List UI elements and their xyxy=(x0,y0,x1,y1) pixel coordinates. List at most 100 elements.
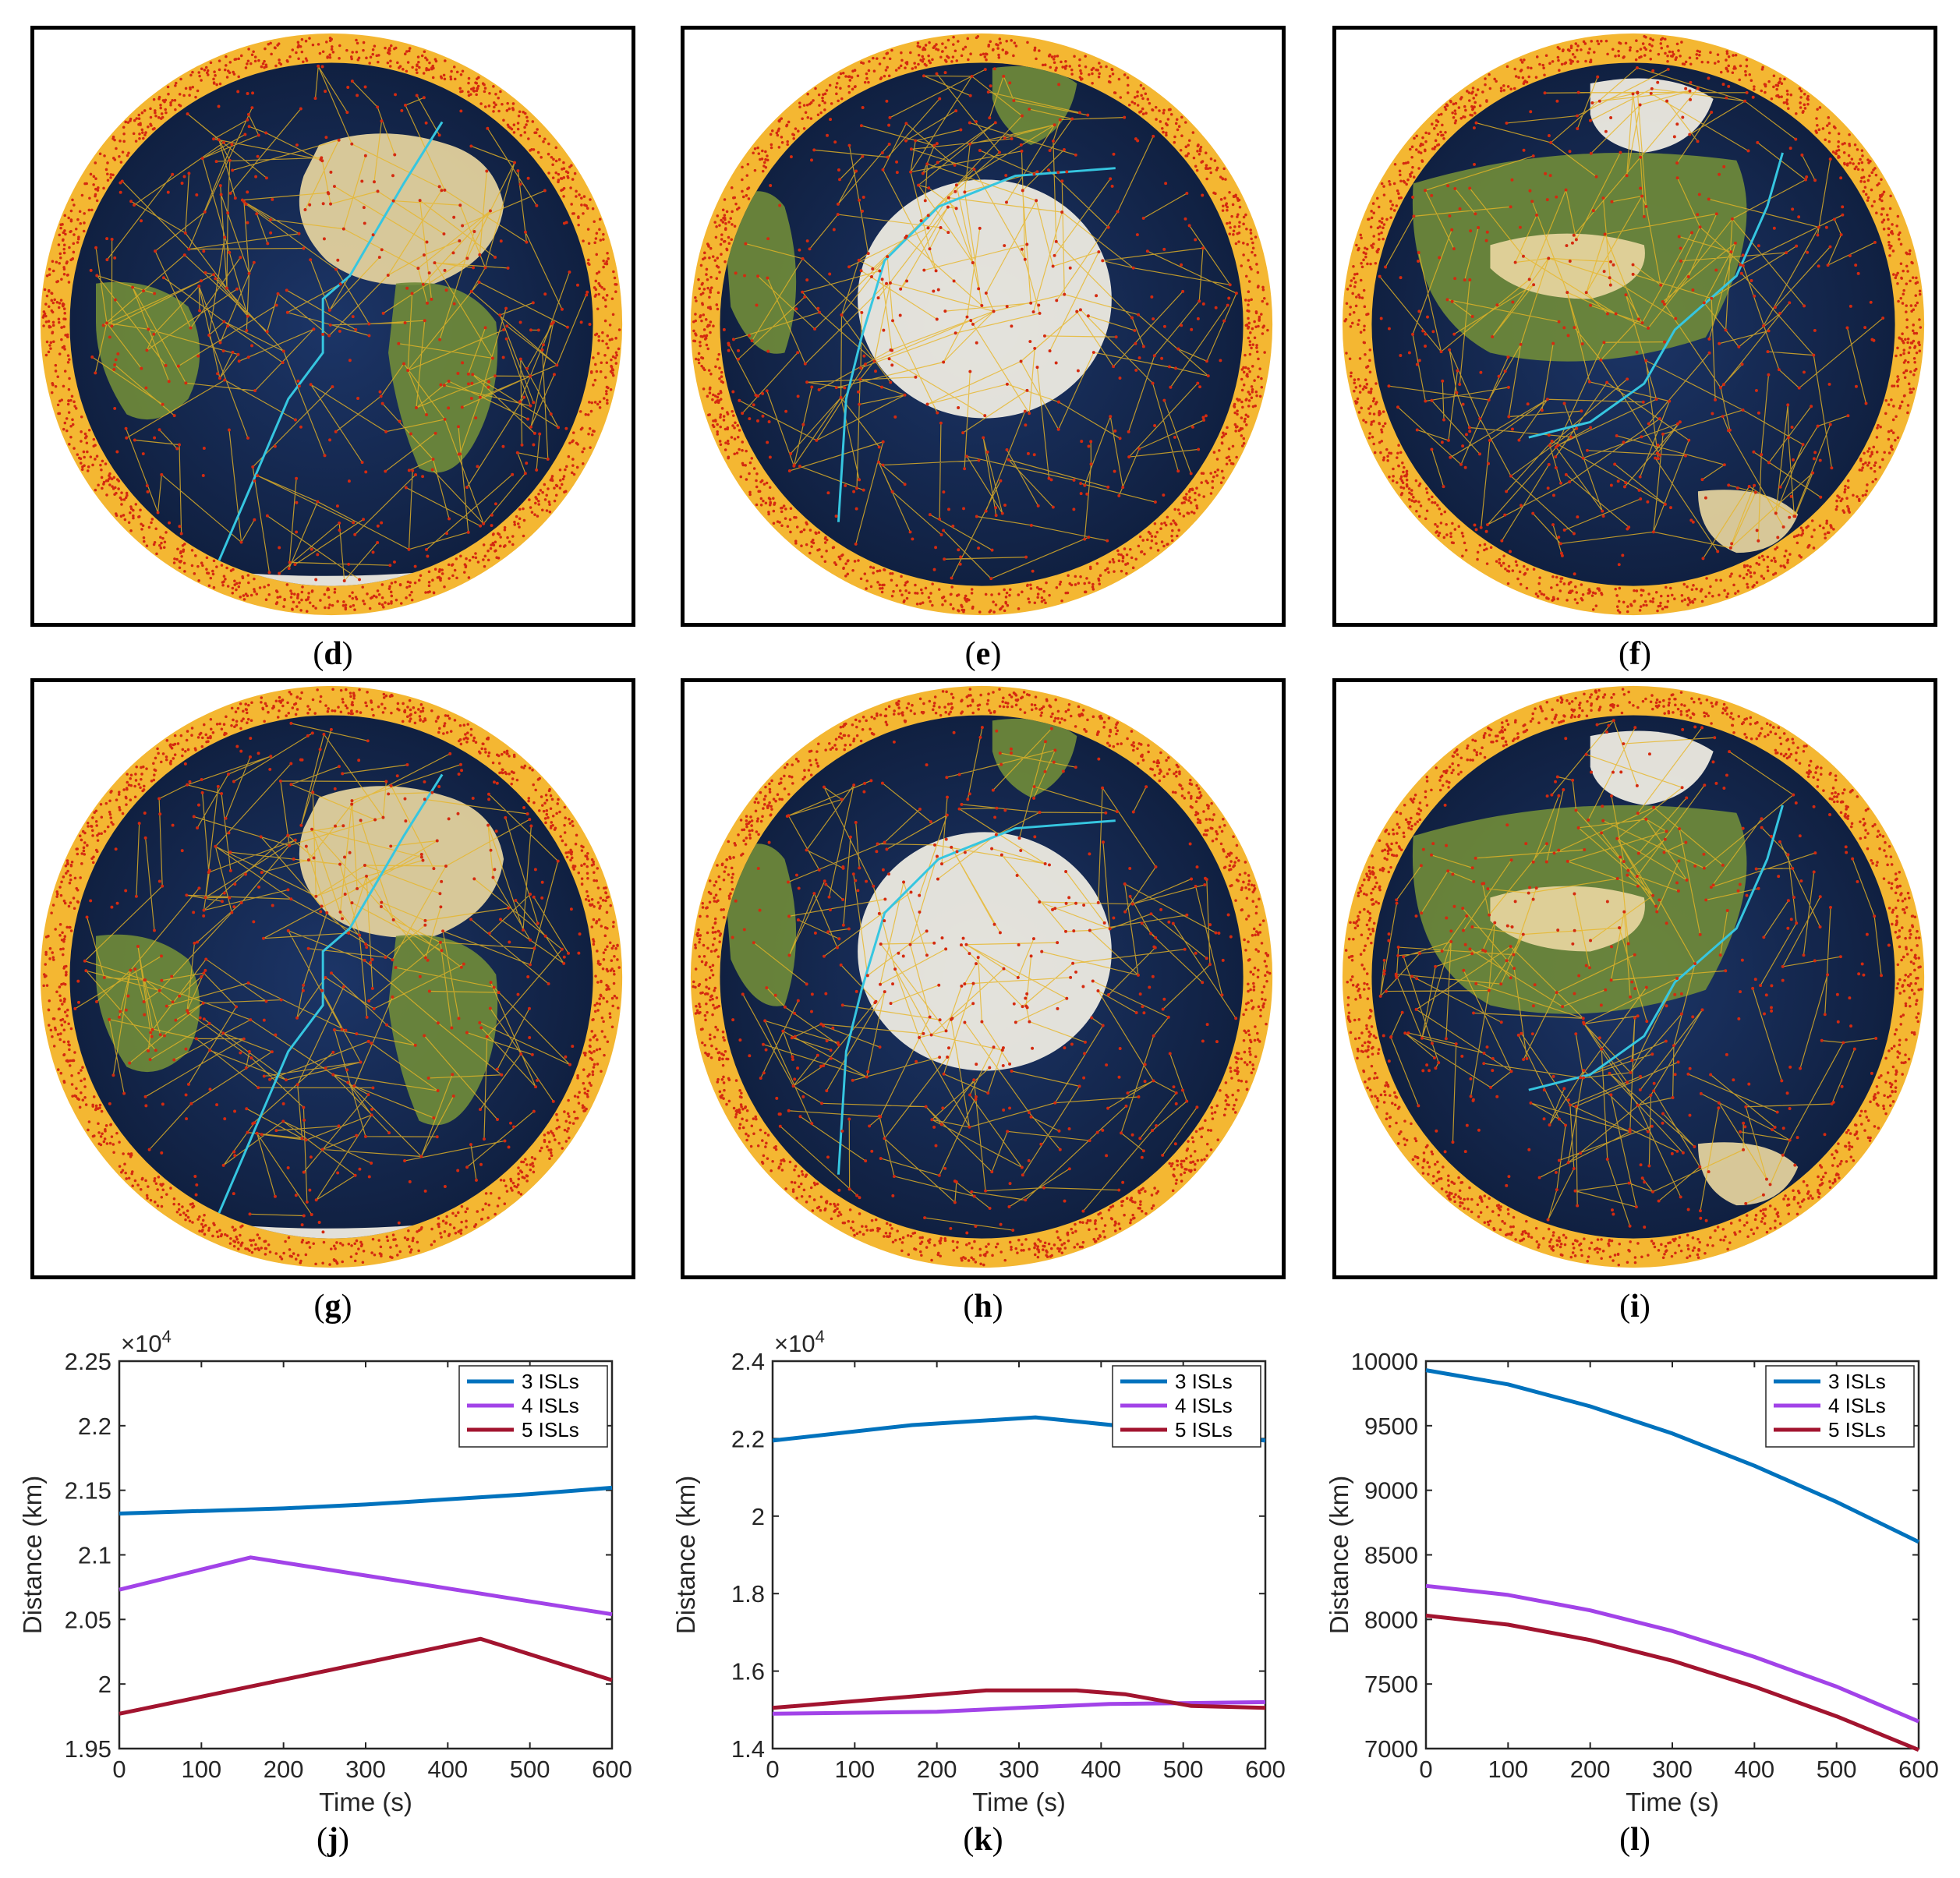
routing-path xyxy=(1528,152,1784,439)
globe-figure-d xyxy=(40,33,623,616)
chart-l: 0 100 200 300 400 500 600 7000 7500 8000 8500 9000 9… xyxy=(1307,1325,1960,1824)
landmass-south-america-tip xyxy=(723,191,797,354)
y-axis-label: Distance (km) xyxy=(18,1476,47,1635)
landmass-australia xyxy=(1697,490,1799,553)
caption-e: (e) xyxy=(964,636,1002,672)
chart-j-svg: 0 100 200 300 400 500 600 1.95 2 2.05 2.1 2.15 2.2 2.… xyxy=(18,1327,632,1816)
landmass-australia xyxy=(1697,1142,1799,1206)
x-tick-label: 500 xyxy=(1163,1756,1204,1783)
globe-panel-e xyxy=(681,26,1286,627)
globe-figure-f xyxy=(1342,33,1925,616)
y-tick-label: 2.2 xyxy=(731,1425,765,1452)
y-tick-label: 1.8 xyxy=(731,1580,765,1607)
legend-label: 3 ISLs xyxy=(1175,1370,1233,1393)
inter-satellite-links xyxy=(742,727,1236,1231)
legend-label: 4 ISLs xyxy=(522,1394,579,1417)
caption-k: (k) xyxy=(963,1822,1003,1858)
x-axis-label: Time (s) xyxy=(972,1788,1066,1816)
satellite-nodes xyxy=(41,36,621,613)
inter-satellite-links xyxy=(91,65,588,582)
y-tick-label: 1.6 xyxy=(731,1658,765,1685)
y-tick-label: 7000 xyxy=(1364,1735,1418,1763)
x-tick-label: 0 xyxy=(112,1756,126,1783)
x-tick-label: 600 xyxy=(1898,1756,1939,1783)
y-tick-label: 2.05 xyxy=(65,1606,111,1633)
y-axis-label: Distance (km) xyxy=(671,1476,700,1635)
legend-label: 3 ISLs xyxy=(1828,1370,1886,1393)
series-line-3 xyxy=(1425,1613,1919,1752)
caption-h: (h) xyxy=(963,1289,1003,1325)
chart-l-svg: 0 100 200 300 400 500 600 7000 7500 8000 8500 9000 9… xyxy=(1325,1348,1939,1816)
caption-j: (j) xyxy=(317,1822,349,1858)
caption-l: (l) xyxy=(1619,1822,1650,1858)
caption-f: (f) xyxy=(1619,636,1651,672)
x-tick-label: 400 xyxy=(1081,1756,1121,1783)
y-tick-label: 2 xyxy=(752,1503,765,1530)
globe-figure-g xyxy=(40,685,623,1268)
caption-g: (g) xyxy=(313,1289,352,1325)
series-line-1 xyxy=(1425,1368,1920,1544)
x-tick-label: 400 xyxy=(427,1756,468,1783)
legend-label: 5 ISLs xyxy=(1175,1418,1233,1441)
chart-k: 0 100 200 300 400 500 600 1.4 1.6 1.8 2 2.2 2.4 ×104 T… xyxy=(653,1325,1307,1824)
legend-label: 4 ISLs xyxy=(1175,1394,1233,1417)
x-tick-label: 200 xyxy=(264,1756,304,1783)
x-tick-label: 100 xyxy=(1488,1756,1528,1783)
x-tick-label: 600 xyxy=(592,1756,632,1783)
x-axis-label: Time (s) xyxy=(1626,1788,1719,1816)
globe-panel-h xyxy=(681,678,1286,1279)
legend-label: 4 ISLs xyxy=(1828,1394,1886,1417)
y-tick-label: 8500 xyxy=(1364,1542,1418,1569)
x-tick-label: 300 xyxy=(1652,1756,1693,1783)
x-tick-label: 600 xyxy=(1245,1756,1286,1783)
globe-panel-d xyxy=(30,26,635,627)
y-tick-label: 1.95 xyxy=(65,1735,111,1763)
routing-path xyxy=(837,167,1116,522)
y-tick-label: 2.1 xyxy=(78,1542,111,1569)
y-tick-label: 9500 xyxy=(1364,1413,1418,1440)
y-tick-label: 2.25 xyxy=(65,1348,111,1375)
routing-path xyxy=(218,121,444,561)
caption-d: (d) xyxy=(313,636,353,672)
x-tick-label: 100 xyxy=(834,1756,875,1783)
inter-satellite-links xyxy=(1380,720,1882,1226)
x-tick-label: 200 xyxy=(1570,1756,1611,1783)
legend-label: 5 ISLs xyxy=(522,1418,579,1441)
satellite-nodes xyxy=(692,35,1269,614)
x-tick-label: 300 xyxy=(999,1756,1039,1783)
globe-panel-g xyxy=(30,678,635,1279)
globe-figure-i xyxy=(1342,685,1925,1268)
x-tick-label: 100 xyxy=(181,1756,221,1783)
routing-path xyxy=(1528,805,1784,1091)
x-tick-label: 500 xyxy=(1817,1756,1857,1783)
series-line-1 xyxy=(119,1485,613,1515)
routing-path xyxy=(218,773,444,1214)
x-tick-label: 300 xyxy=(345,1756,386,1783)
caption-i: (i) xyxy=(1619,1289,1650,1325)
globe-figure-h xyxy=(690,685,1273,1268)
chart-k-svg: 0 100 200 300 400 500 600 1.4 1.6 1.8 2 2.2 2.4 ×104 T… xyxy=(671,1327,1286,1816)
series-line-2 xyxy=(119,1555,613,1617)
inter-satellite-links xyxy=(1379,67,1884,559)
globe-panel-i xyxy=(1332,678,1937,1279)
y-tick-label: 10000 xyxy=(1351,1348,1418,1375)
y-axis-label: Distance (km) xyxy=(1325,1476,1353,1635)
y-tick-label: 2.15 xyxy=(65,1477,111,1505)
legend-label: 3 ISLs xyxy=(522,1370,579,1393)
landmass-south-america-tip xyxy=(723,844,797,1006)
landmass-central-asia xyxy=(1490,233,1645,299)
x-tick-label: 0 xyxy=(766,1756,779,1783)
y-tick-label: 2 xyxy=(98,1671,111,1698)
landmass-africa-tip xyxy=(992,718,1077,798)
series-line-3 xyxy=(119,1636,613,1716)
y-tick-label: 9000 xyxy=(1364,1477,1418,1505)
y-tick-label: 2.4 xyxy=(731,1348,765,1375)
y-tick-label: 1.4 xyxy=(731,1735,765,1763)
y-axis-exponent: ×104 xyxy=(774,1327,825,1357)
landmass-africa-north xyxy=(299,133,504,285)
series-line-3 xyxy=(772,1688,1266,1710)
landmass-antarctica xyxy=(858,832,1112,1071)
y-tick-label: 8000 xyxy=(1364,1606,1418,1633)
series-line-2 xyxy=(772,1699,1266,1716)
series-line-2 xyxy=(1425,1583,1919,1724)
